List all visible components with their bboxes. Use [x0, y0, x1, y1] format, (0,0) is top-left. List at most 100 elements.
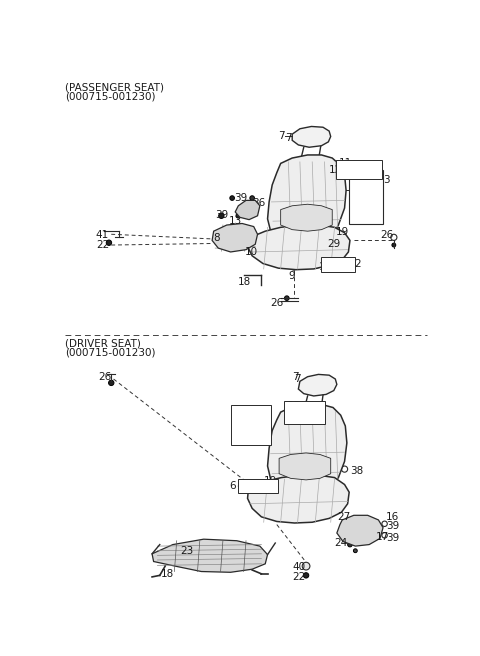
- Text: 29: 29: [327, 239, 340, 249]
- Circle shape: [338, 168, 342, 171]
- Text: 39: 39: [234, 193, 248, 203]
- Circle shape: [334, 228, 339, 234]
- FancyBboxPatch shape: [349, 171, 383, 224]
- Text: 39: 39: [386, 533, 399, 543]
- Circle shape: [303, 573, 309, 578]
- Text: 8: 8: [214, 233, 220, 243]
- Text: (000715-001230): (000715-001230): [65, 348, 156, 358]
- Text: 39: 39: [386, 522, 399, 531]
- Circle shape: [230, 195, 234, 200]
- Circle shape: [382, 521, 387, 527]
- Circle shape: [346, 523, 354, 531]
- Text: 3: 3: [383, 175, 390, 185]
- Circle shape: [236, 213, 240, 218]
- Text: 7: 7: [292, 372, 299, 382]
- Text: 23: 23: [180, 546, 194, 556]
- Circle shape: [336, 416, 341, 420]
- Text: 18: 18: [161, 569, 175, 579]
- Polygon shape: [337, 516, 383, 546]
- Text: 40: 40: [292, 562, 305, 572]
- Text: 19: 19: [336, 226, 349, 237]
- Circle shape: [244, 207, 254, 216]
- Text: 7: 7: [295, 374, 301, 384]
- Text: 24: 24: [335, 539, 348, 548]
- Text: 16: 16: [386, 512, 399, 522]
- Circle shape: [106, 240, 112, 245]
- Text: 39: 39: [215, 210, 228, 220]
- FancyBboxPatch shape: [238, 479, 277, 493]
- Text: 6: 6: [229, 482, 236, 491]
- Circle shape: [291, 264, 297, 270]
- Circle shape: [302, 562, 310, 570]
- Text: 12: 12: [288, 401, 301, 411]
- Text: 41: 41: [96, 230, 109, 239]
- Text: 10: 10: [244, 247, 258, 256]
- Text: 7: 7: [285, 133, 292, 142]
- Circle shape: [334, 161, 338, 166]
- Polygon shape: [248, 475, 349, 523]
- Circle shape: [391, 234, 397, 240]
- Text: 11: 11: [300, 406, 313, 416]
- Circle shape: [359, 530, 365, 536]
- Circle shape: [314, 264, 319, 268]
- Circle shape: [285, 296, 289, 300]
- Text: 26: 26: [98, 372, 111, 382]
- Text: 17: 17: [375, 532, 389, 543]
- Circle shape: [271, 485, 279, 492]
- Text: (PASSENGER SEAT): (PASSENGER SEAT): [65, 83, 164, 92]
- Polygon shape: [267, 155, 346, 250]
- Text: 20: 20: [244, 413, 258, 423]
- Text: 7: 7: [278, 131, 285, 141]
- Text: 38: 38: [244, 422, 258, 432]
- Polygon shape: [235, 200, 260, 220]
- Text: 26: 26: [381, 230, 394, 239]
- Text: (DRIVER SEAT): (DRIVER SEAT): [65, 338, 141, 348]
- Circle shape: [272, 476, 278, 482]
- Polygon shape: [212, 224, 258, 252]
- Text: 9: 9: [288, 271, 295, 281]
- FancyBboxPatch shape: [284, 401, 325, 424]
- Polygon shape: [248, 225, 350, 270]
- Polygon shape: [299, 375, 337, 396]
- FancyBboxPatch shape: [336, 160, 382, 179]
- Circle shape: [345, 533, 350, 538]
- Text: 13: 13: [229, 216, 242, 226]
- Text: 22: 22: [292, 572, 305, 583]
- Circle shape: [108, 380, 114, 386]
- Text: 18: 18: [238, 277, 252, 287]
- Circle shape: [348, 543, 352, 547]
- Polygon shape: [279, 453, 331, 480]
- Polygon shape: [267, 405, 347, 499]
- Text: 2: 2: [354, 259, 360, 269]
- Text: 15: 15: [319, 262, 332, 272]
- Circle shape: [253, 242, 258, 247]
- Circle shape: [341, 466, 348, 472]
- Circle shape: [351, 536, 357, 543]
- Text: 19: 19: [264, 476, 277, 486]
- Polygon shape: [292, 127, 331, 147]
- Text: (000715-001230): (000715-001230): [65, 91, 156, 101]
- Circle shape: [382, 533, 387, 538]
- Text: 12: 12: [329, 165, 342, 175]
- Circle shape: [329, 239, 336, 245]
- Text: 21: 21: [246, 482, 259, 491]
- Text: 11: 11: [338, 158, 352, 168]
- Text: 14: 14: [364, 190, 377, 200]
- FancyBboxPatch shape: [231, 405, 271, 445]
- Text: 27: 27: [337, 512, 350, 522]
- Text: 38: 38: [350, 466, 363, 476]
- Text: 22: 22: [96, 240, 109, 251]
- Text: 26: 26: [271, 298, 284, 308]
- Circle shape: [353, 549, 357, 552]
- Circle shape: [335, 244, 339, 249]
- Text: 5: 5: [232, 405, 239, 415]
- Circle shape: [333, 422, 336, 426]
- FancyBboxPatch shape: [321, 256, 355, 272]
- Polygon shape: [281, 204, 332, 231]
- Text: 36: 36: [252, 198, 265, 208]
- Circle shape: [219, 213, 224, 218]
- Text: 30: 30: [264, 485, 277, 495]
- Polygon shape: [152, 539, 267, 572]
- Circle shape: [392, 243, 396, 247]
- Circle shape: [250, 195, 254, 200]
